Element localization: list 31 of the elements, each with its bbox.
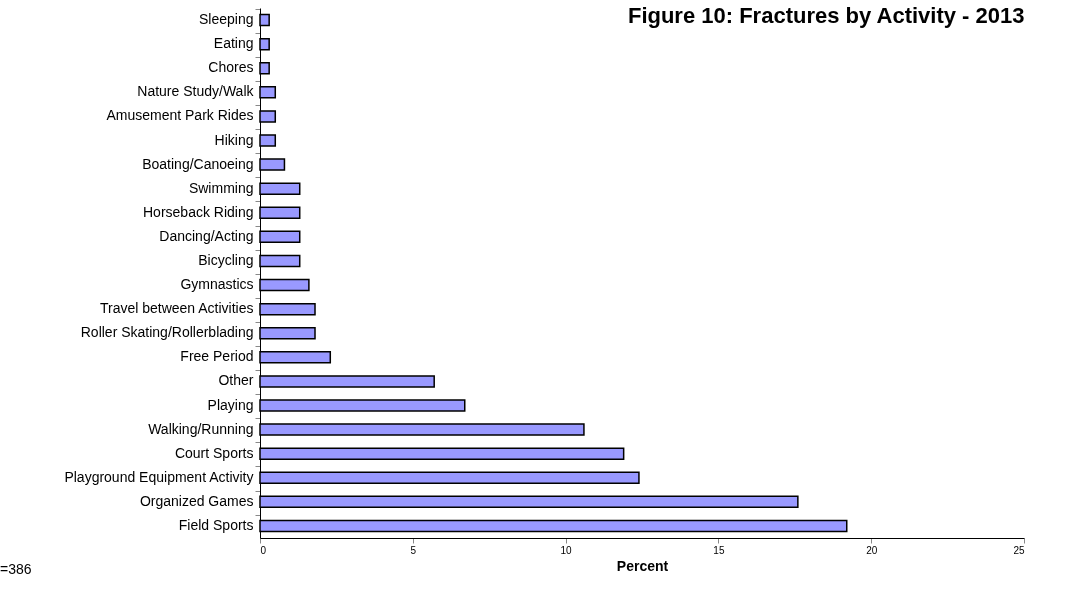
y-tick-label: Playground Equipment Activity: [64, 468, 254, 485]
x-tick-label: 5: [410, 544, 417, 556]
y-tick-label: Travel between Activities: [99, 300, 254, 317]
x-tick-label: 15: [713, 544, 725, 556]
text: =386: [0, 561, 32, 577]
y-tick-label: Bicycling: [198, 251, 254, 268]
x-tick-label: 25: [1013, 544, 1025, 556]
y-tick-label: Free Period: [180, 348, 254, 365]
y-tick-label: Hiking: [214, 131, 254, 148]
y-tick-label: Organized Games: [139, 492, 254, 509]
y-tick-label: Nature Study/Walk: [137, 83, 255, 100]
y-tick-label: Field Sports: [178, 516, 254, 533]
y-tick-label: Court Sports: [174, 444, 254, 461]
x-axis-title: Percent: [616, 557, 669, 574]
y-tick-label: Gymnastics: [180, 276, 254, 293]
y-tick-label: Swimming: [188, 179, 254, 196]
chart-title: Figure 10: Fractures by Activity - 2013: [627, 3, 1025, 28]
y-tick-label: Amusement Park Rides: [106, 107, 254, 124]
y-tick-label: Sleeping: [199, 11, 254, 28]
y-tick-label: Horseback Riding: [143, 203, 254, 220]
y-tick-label: Other: [218, 372, 254, 389]
y-tick-label: Dancing/Acting: [159, 227, 254, 244]
y-tick-label: Roller Skating/Rollerblading: [80, 324, 254, 341]
x-tick-label: 10: [560, 544, 573, 556]
y-tick-label: Walking/Running: [148, 420, 254, 437]
x-tick-label: 20: [866, 544, 878, 556]
x-tick-label: 0: [260, 544, 267, 556]
y-tick-label: Chores: [208, 59, 254, 76]
y-tick-label: Boating/Canoeing: [142, 155, 254, 172]
y-tick-label: Playing: [207, 396, 254, 413]
y-tick-label: Eating: [213, 35, 254, 52]
